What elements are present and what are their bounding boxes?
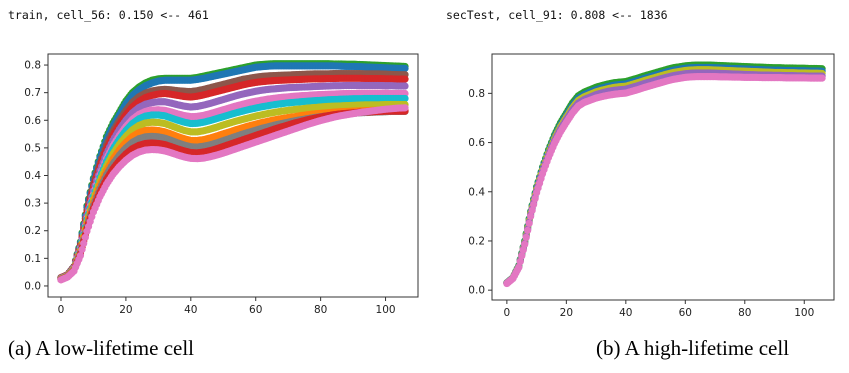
chart-b-point	[515, 263, 523, 272]
caption-a: (a) A low-lifetime cell	[8, 336, 195, 360]
chart-b-y-tick-label: 0.8	[468, 88, 485, 100]
chart-a-point	[81, 233, 89, 241]
chart-b-point	[524, 226, 532, 234]
chart-a-point	[76, 251, 85, 260]
chart-a-point	[401, 82, 409, 90]
chart-a-y-tick-label: 0.6	[24, 115, 41, 127]
chart-b-point	[527, 212, 535, 220]
chart-b-x-tick-label: 0	[504, 307, 511, 319]
chart-a-y-tick-label: 0.5	[24, 142, 41, 154]
caption-b: (b) A high-lifetime cell	[596, 336, 790, 360]
chart-b-point	[818, 74, 826, 82]
chart-b-x-tick-label: 100	[794, 307, 814, 319]
chart-b-y-tick-label: 0.4	[468, 186, 485, 198]
panel-title-b: secTest, cell_91: 0.808 <-- 1836	[446, 8, 668, 22]
chart-a-x-tick-label: 20	[119, 304, 132, 316]
chart-b-point	[525, 219, 533, 227]
chart-a-point	[78, 245, 86, 254]
chart-b-y-tick-label: 0.6	[468, 137, 485, 149]
chart-a-x-tick-label: 0	[58, 304, 65, 316]
chart-b-point	[528, 206, 536, 215]
chart-a-series-12	[57, 104, 409, 284]
chart-b-x-tick-label: 80	[738, 307, 751, 319]
chart-b-point	[521, 240, 529, 249]
chart-a-point	[80, 239, 88, 248]
chart-a-x-tick-label: 60	[249, 304, 262, 316]
chart-b-point	[531, 195, 539, 203]
chart-a-y-tick-label: 0.7	[24, 87, 41, 99]
chart-b-point	[519, 246, 527, 254]
chart-a-point	[401, 94, 409, 103]
chart-b-x-tick-label: 20	[560, 307, 573, 319]
chart-b-point	[522, 233, 530, 241]
panel-title-a: train, cell_56: 0.150 <-- 461	[8, 8, 209, 22]
chart-a: 0 20 40 60 80 100 0.0 0.1 0.2 0.3 0.4 0.5 0.6 0.7 0.8	[24, 53, 419, 316]
chart-b-x-tick-label: 40	[619, 307, 632, 319]
chart-a-y-tick-label: 0.4	[24, 170, 41, 182]
chart-b-x-tick-label: 60	[679, 307, 692, 319]
chart-a-x-tick-label: 100	[376, 304, 396, 316]
chart-b-point	[516, 258, 524, 266]
chart-b-point	[530, 200, 538, 209]
chart-a-y-tick-label: 0.3	[24, 198, 41, 210]
chart-b: 0 20 40 60 80 100 0.0 0.2 0.4 0.6 0.8	[468, 53, 835, 319]
chart-a-y-tick-label: 0.1	[24, 253, 41, 265]
chart-a-point	[401, 104, 409, 112]
chart-a-y-tick-label: 0.8	[24, 60, 41, 72]
chart-b-series-5	[503, 73, 826, 288]
chart-a-series-9	[57, 106, 409, 283]
chart-b-point	[518, 252, 526, 260]
chart-a-y-tick-label: 0.2	[24, 225, 41, 237]
chart-a-x-tick-label: 40	[184, 304, 197, 316]
chart-a-point	[401, 64, 409, 72]
chart-a-x-tick-label: 80	[314, 304, 327, 316]
chart-a-y-tick-label: 0.0	[24, 280, 41, 292]
chart-b-y-tick-label: 0.2	[468, 235, 485, 247]
chart-b-y-tick-label: 0.0	[468, 285, 485, 297]
chart-b-plot-frame	[491, 53, 835, 301]
chart-a-point	[401, 75, 409, 83]
